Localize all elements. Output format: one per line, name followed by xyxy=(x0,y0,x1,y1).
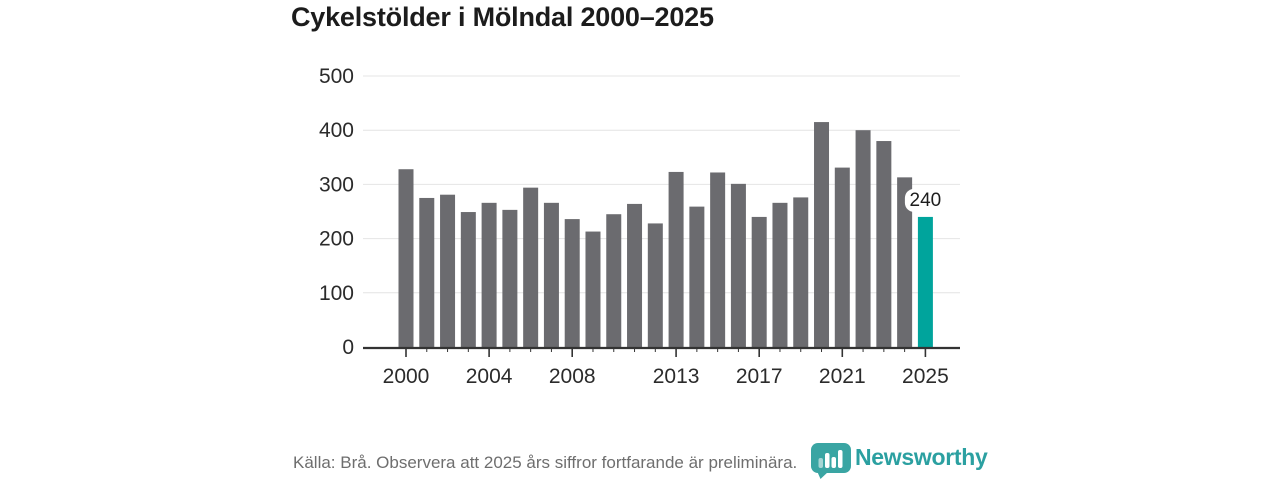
bar-2020 xyxy=(814,122,830,347)
chart-title: Cykelstölder i Mölndal 2000–2025 xyxy=(291,2,714,32)
bar-2008 xyxy=(564,219,580,347)
bar-2019 xyxy=(793,197,809,347)
bar-2000 xyxy=(398,169,414,347)
bar-chart: 2000 2004 2008 2013 2017 2021 2025 0 100 200 300 40… xyxy=(319,65,960,388)
bar-2002 xyxy=(440,194,456,347)
bar-2007 xyxy=(543,202,559,347)
bar-2025 xyxy=(917,216,933,347)
bar-2017 xyxy=(751,216,767,347)
y-tick-label: 500 xyxy=(319,65,354,88)
bar-2011 xyxy=(627,203,643,347)
x-tick-label: 2000 xyxy=(383,365,430,388)
annotation-bubble xyxy=(904,188,946,212)
y-tick-label: 400 xyxy=(319,119,354,142)
bar-2009 xyxy=(585,231,601,347)
bar-2022 xyxy=(855,130,871,347)
brand-name: Newsworthy xyxy=(855,444,988,470)
bar-2010 xyxy=(606,214,622,347)
x-tick-label: 2021 xyxy=(819,365,866,388)
newsworthy-bubble-chart-icon xyxy=(811,443,851,479)
bar-2001 xyxy=(419,197,435,347)
y-tick-label: 100 xyxy=(319,282,354,305)
x-tick-label: 2013 xyxy=(653,365,700,388)
x-tick-label: 2017 xyxy=(736,365,783,388)
x-tick-label: 2025 xyxy=(902,365,949,388)
annotation-value: 240 xyxy=(910,190,942,211)
newsworthy-logo: Newsworthy xyxy=(811,443,988,479)
y-tick-label: 200 xyxy=(319,228,354,251)
bar-2006 xyxy=(523,187,539,347)
source-note: Källa: Brå. Observera att 2025 års siffr… xyxy=(293,453,798,472)
y-tick-label: 0 xyxy=(342,336,354,359)
x-tick-label: 2008 xyxy=(549,365,596,388)
bar-2024 xyxy=(897,177,913,347)
bar-2012 xyxy=(647,223,663,347)
bar-2015 xyxy=(710,172,726,347)
x-tick-label: 2004 xyxy=(466,365,513,388)
bar-2018 xyxy=(772,202,788,347)
bar-2003 xyxy=(460,212,476,347)
bar-2023 xyxy=(876,141,892,347)
y-tick-label: 300 xyxy=(319,173,354,196)
bar-2014 xyxy=(689,206,705,347)
bar-2013 xyxy=(668,171,684,347)
bar-2016 xyxy=(730,183,746,347)
bar-2005 xyxy=(502,209,518,347)
bar-2004 xyxy=(481,202,497,347)
bar-2021 xyxy=(834,167,850,347)
